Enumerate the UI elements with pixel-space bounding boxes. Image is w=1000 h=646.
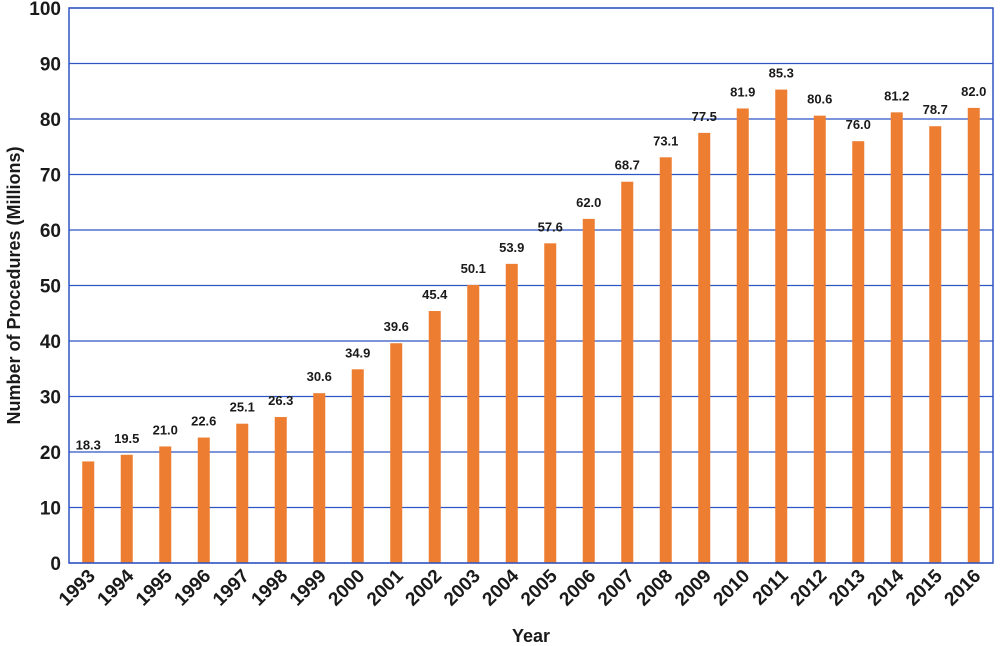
y-axis-title: Number of Procedures (Millions) bbox=[4, 146, 24, 424]
x-axis-ticks: 1993199419951996199719981999200020012002… bbox=[55, 565, 985, 610]
data-label: 80.6 bbox=[807, 92, 832, 107]
x-tick-label: 1996 bbox=[171, 566, 216, 611]
bar bbox=[813, 115, 826, 564]
bar bbox=[159, 446, 172, 563]
y-tick-label: 100 bbox=[29, 0, 61, 20]
data-label: 22.6 bbox=[191, 414, 216, 429]
y-tick-label: 10 bbox=[40, 499, 61, 520]
data-label: 18.3 bbox=[76, 437, 101, 452]
x-tick-label: 2016 bbox=[941, 566, 986, 611]
x-tick-label: 2005 bbox=[517, 565, 562, 610]
bar bbox=[890, 112, 903, 563]
x-tick-label: 2010 bbox=[710, 566, 755, 611]
x-tick-label: 2003 bbox=[440, 566, 485, 611]
y-tick-label: 80 bbox=[40, 110, 61, 131]
data-label: 78.7 bbox=[923, 102, 948, 117]
y-tick-label: 60 bbox=[40, 221, 61, 242]
data-label: 57.6 bbox=[538, 219, 563, 234]
x-tick-label: 2004 bbox=[479, 565, 524, 610]
data-label: 30.6 bbox=[307, 369, 332, 384]
x-tick-label: 2008 bbox=[633, 566, 678, 611]
bar bbox=[544, 243, 557, 563]
y-tick-label: 0 bbox=[50, 554, 61, 575]
data-label: 53.9 bbox=[499, 240, 524, 255]
x-tick-label: 2007 bbox=[594, 566, 639, 611]
x-tick-label: 2011 bbox=[749, 565, 793, 609]
x-tick-label: 2014 bbox=[864, 565, 909, 610]
bar bbox=[505, 263, 518, 563]
bar bbox=[736, 108, 749, 563]
bar bbox=[313, 393, 326, 563]
y-tick-label: 30 bbox=[40, 388, 61, 409]
x-axis-title: Year bbox=[512, 626, 550, 646]
bar bbox=[197, 437, 210, 563]
x-tick-label: 2001 bbox=[363, 565, 408, 610]
x-tick-label: 1994 bbox=[94, 565, 139, 610]
bar bbox=[82, 461, 95, 563]
x-tick-label: 1995 bbox=[132, 565, 177, 610]
bar bbox=[274, 417, 287, 563]
data-label: 39.6 bbox=[384, 319, 409, 334]
x-tick-label: 2015 bbox=[902, 565, 947, 610]
data-label: 21.0 bbox=[153, 422, 178, 437]
bars bbox=[82, 89, 980, 564]
bar bbox=[621, 181, 634, 563]
plot-frame bbox=[68, 7, 994, 564]
x-tick-label: 2000 bbox=[325, 566, 370, 611]
data-label: 19.5 bbox=[114, 431, 139, 446]
data-labels: 18.3 19.5 21.0 22.6 25.1 26.3 30.6 34.9 39.6 45.4… bbox=[76, 66, 987, 453]
bar bbox=[467, 284, 480, 563]
bar bbox=[236, 423, 249, 563]
data-label: 81.2 bbox=[884, 88, 909, 103]
data-label: 73.1 bbox=[653, 133, 678, 148]
y-tick-label: 20 bbox=[40, 443, 61, 464]
bar bbox=[852, 141, 865, 563]
x-tick-label: 1993 bbox=[55, 566, 100, 611]
bar bbox=[775, 89, 788, 564]
y-axis-ticks: 0 10 20 30 40 50 60 70 80 90 100 bbox=[29, 0, 61, 575]
bar bbox=[390, 343, 403, 563]
bar bbox=[659, 157, 672, 564]
data-label: 85.3 bbox=[769, 66, 794, 81]
x-tick-label: 1997 bbox=[209, 566, 254, 611]
x-tick-label: 1998 bbox=[248, 566, 293, 611]
data-label: 34.9 bbox=[345, 345, 370, 360]
x-tick-label: 2012 bbox=[787, 566, 832, 611]
bar bbox=[929, 126, 942, 563]
data-label: 45.4 bbox=[422, 287, 448, 302]
bar bbox=[428, 311, 441, 563]
data-label: 77.5 bbox=[692, 109, 717, 124]
y-tick-label: 40 bbox=[40, 332, 61, 353]
bar bbox=[698, 132, 711, 563]
data-label: 76.0 bbox=[846, 117, 871, 132]
data-label: 81.9 bbox=[730, 84, 755, 99]
y-tick-label: 50 bbox=[40, 277, 61, 298]
data-label: 25.1 bbox=[230, 400, 255, 415]
bar bbox=[351, 369, 364, 563]
data-label: 68.7 bbox=[615, 158, 640, 173]
x-tick-label: 2013 bbox=[825, 566, 870, 611]
data-label: 26.3 bbox=[268, 393, 293, 408]
x-tick-label: 2009 bbox=[671, 566, 716, 611]
data-label: 82.0 bbox=[961, 84, 986, 99]
y-tick-label: 90 bbox=[40, 55, 61, 76]
data-label: 62.0 bbox=[576, 195, 601, 210]
x-tick-label: 1999 bbox=[286, 566, 331, 611]
bar bbox=[120, 454, 133, 563]
x-tick-label: 2006 bbox=[556, 566, 601, 611]
bar bbox=[582, 218, 595, 563]
x-tick-label: 2002 bbox=[402, 566, 447, 611]
bar bbox=[967, 107, 980, 564]
data-label: 50.1 bbox=[461, 261, 486, 276]
y-tick-label: 70 bbox=[40, 166, 61, 187]
